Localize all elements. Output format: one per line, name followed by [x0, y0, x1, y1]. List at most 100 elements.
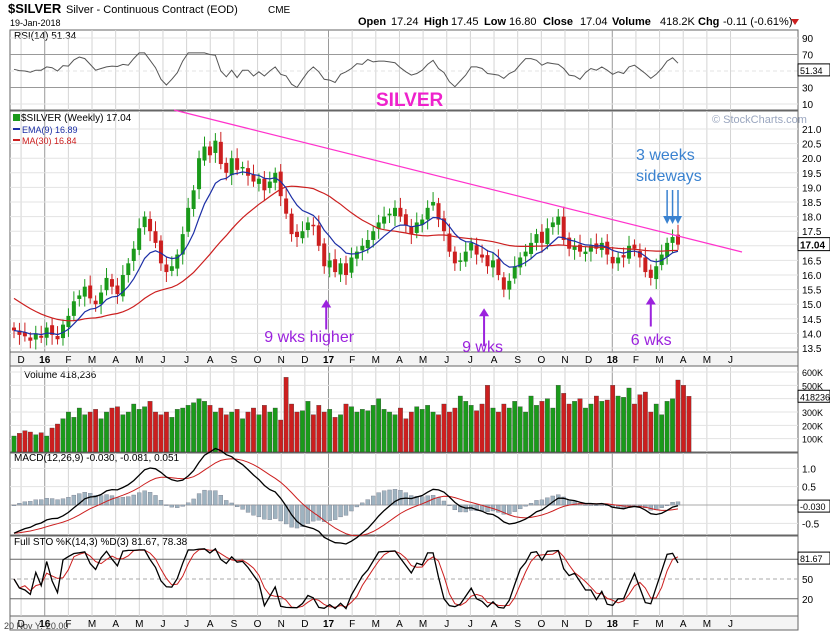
volume-bar	[283, 377, 289, 453]
macd-histogram-bar	[485, 504, 490, 512]
volume-bar	[87, 411, 93, 453]
macd-histogram-bar	[240, 504, 245, 510]
candle-body	[436, 203, 441, 220]
volume-bar	[131, 403, 137, 453]
macd-histogram-bar	[300, 504, 305, 527]
candle-body	[550, 222, 555, 228]
candle-body	[512, 266, 517, 279]
volume-label: Volume	[612, 16, 651, 28]
macd-histogram-bar	[55, 499, 60, 506]
date-axis-strip	[9, 351, 799, 367]
volume-bar	[496, 411, 501, 453]
macd-histogram-bar	[77, 493, 82, 506]
date-axis-strip-bottom	[9, 615, 799, 631]
x-tick-label: D	[585, 619, 592, 630]
volume-bar	[202, 401, 207, 453]
volume-bar	[115, 406, 120, 453]
macd-histogram-bar	[305, 504, 311, 524]
x-tick-label: D	[301, 619, 308, 630]
volume-bar	[615, 395, 621, 453]
ema9-line	[13, 171, 679, 336]
candle-body	[463, 251, 468, 262]
rsi-tick: 30	[802, 84, 814, 95]
legend-ma: MA(30) 16.84	[22, 136, 77, 146]
volume-bar	[588, 403, 594, 453]
candle-body	[578, 244, 583, 252]
macd-histogram-bar	[583, 504, 588, 506]
x-tick-label: N	[278, 619, 285, 630]
volume-bar	[376, 398, 382, 453]
vol-tick: 300K	[802, 408, 823, 418]
volume-bar	[289, 403, 294, 453]
macd-histogram-bar	[675, 501, 681, 506]
volume-bar	[365, 410, 371, 453]
candle-body	[142, 216, 147, 228]
x-tick-label: M	[88, 355, 96, 366]
macd-histogram-bar	[561, 496, 566, 506]
macd-histogram-bar	[392, 489, 398, 506]
macd-tick: 1.0	[802, 464, 816, 475]
x-tick-label: J	[728, 355, 733, 366]
candle-body	[365, 239, 370, 249]
candle-body	[224, 162, 229, 173]
macd-histogram-bar	[202, 489, 207, 506]
candle-body	[338, 263, 343, 275]
macd-histogram-bar	[512, 504, 517, 512]
macd-panel: MACD(12,26,9) -0.030, -0.081, 0.051 1.0 0…	[10, 447, 830, 545]
candle-body	[545, 228, 550, 245]
macd-histogram-bar	[218, 494, 223, 506]
x-tick-label: J	[444, 355, 449, 366]
volume-bar	[278, 419, 284, 453]
candle-body	[447, 233, 452, 252]
macd-histogram-bar	[496, 504, 501, 513]
volume-bar	[185, 405, 191, 453]
macd-histogram-bar	[115, 497, 120, 506]
candle-body	[588, 245, 593, 252]
vol-tick: 600K	[802, 368, 823, 378]
macd-histogram-bar	[104, 494, 109, 506]
candle-body	[66, 315, 71, 327]
x-tick-label: M	[655, 355, 663, 366]
candle-body	[322, 243, 327, 267]
candle-body	[392, 207, 397, 217]
volume-bar	[419, 409, 425, 453]
rsi-tick: 90	[802, 34, 814, 45]
volume-bar	[675, 379, 681, 453]
macd-histogram-bar	[234, 504, 240, 508]
x-tick-label: 17	[323, 619, 335, 630]
chart-header: $SILVER Silver - Continuous Contract (EO…	[8, 1, 799, 28]
candle-body	[197, 158, 202, 190]
candle-body	[60, 324, 65, 339]
macd-histogram-bar	[289, 504, 294, 528]
volume-bar	[98, 418, 104, 453]
candle-body	[229, 158, 234, 176]
volume-bar	[517, 406, 523, 453]
x-tick-label: A	[207, 619, 214, 630]
macd-histogram-bar	[273, 504, 278, 519]
candle-body	[289, 213, 294, 235]
x-tick-label: 16	[39, 619, 51, 630]
candle-body	[398, 207, 403, 217]
watermark: © StockCharts.com	[712, 114, 807, 126]
candle-body	[539, 231, 544, 243]
candle-body	[88, 285, 93, 299]
candle-body	[616, 257, 621, 264]
candle-body	[77, 295, 82, 299]
y-tick-label: 21.0	[802, 125, 822, 136]
macd-histogram-bar	[594, 504, 599, 506]
macd-histogram-bar	[360, 502, 365, 506]
candle-body	[490, 260, 495, 268]
macd-tick: 0.5	[802, 483, 816, 494]
x-tick-label: A	[491, 355, 498, 366]
candle-body	[22, 332, 27, 337]
x-tick-label: A	[680, 355, 687, 366]
macd-histogram-bar	[507, 504, 512, 515]
x-tick-label: O	[537, 355, 545, 366]
macd-histogram-bar	[436, 497, 441, 506]
volume-bar	[523, 411, 528, 453]
candle-body	[637, 251, 642, 258]
candle-body	[496, 259, 501, 275]
candle-body	[382, 216, 387, 224]
y-tick-label: 20.5	[802, 140, 822, 151]
candle-body	[480, 254, 485, 258]
